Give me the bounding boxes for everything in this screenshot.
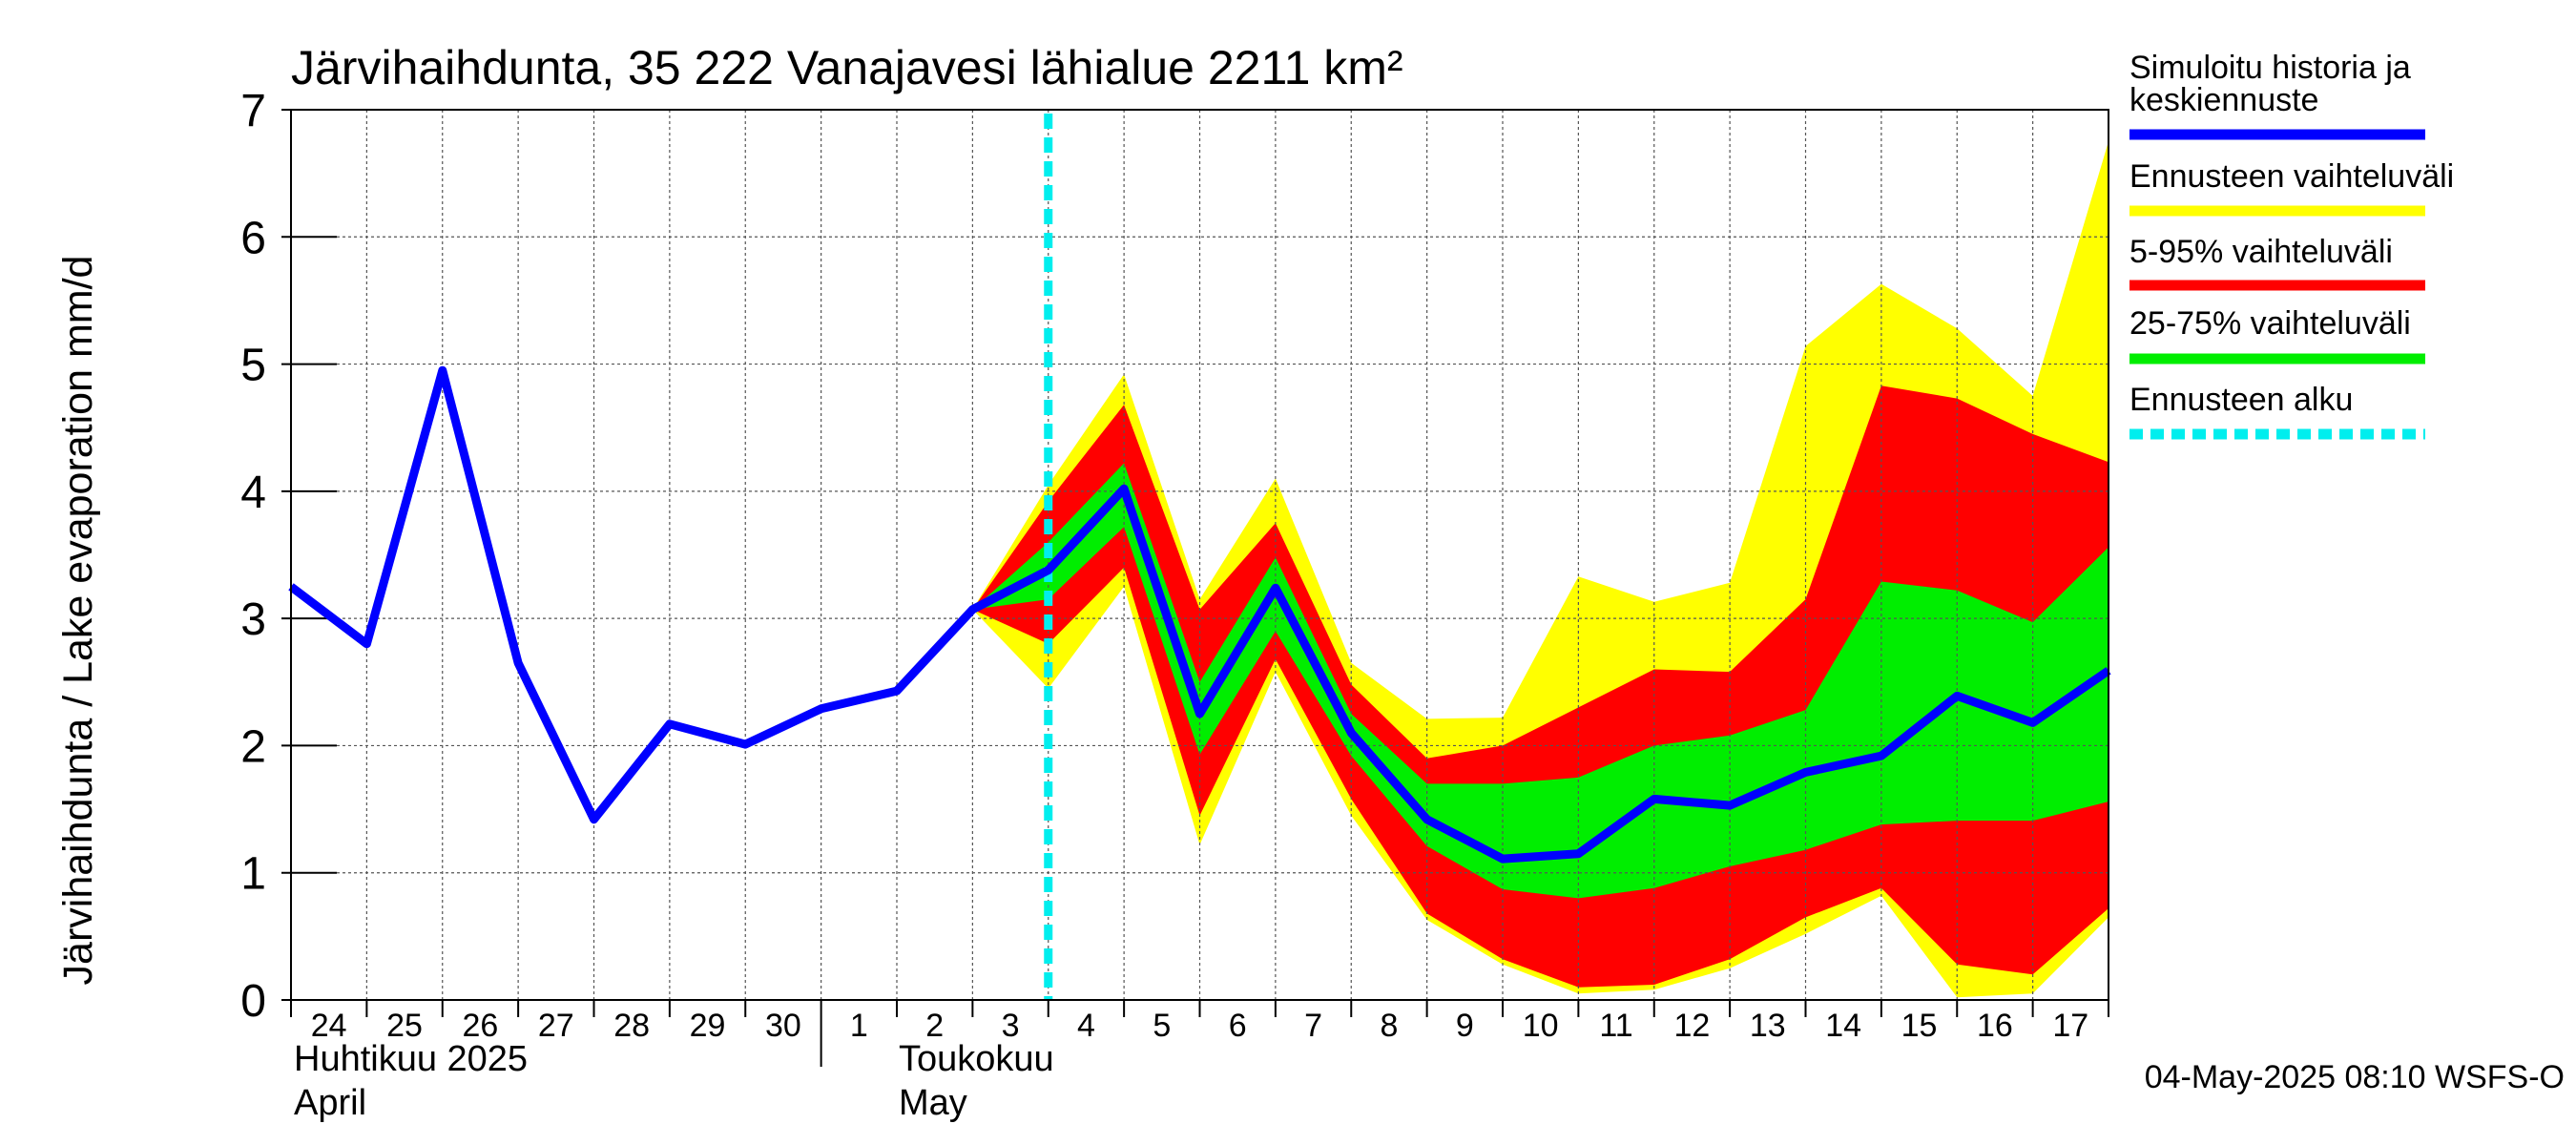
- month-label-may-en: May: [899, 1083, 967, 1123]
- month-label-april-fi: Huhtikuu 2025: [294, 1039, 528, 1079]
- y-axis: 0 1 2 3 4 5 6 7: [240, 86, 337, 1027]
- x-tick-label: 2: [925, 1008, 944, 1044]
- x-tick-label: 15: [1901, 1008, 1938, 1044]
- y-tick-label: 1: [240, 849, 266, 900]
- x-tick-label: 26: [463, 1008, 499, 1044]
- y-axis-label: Järvihaihdunta / Lake evaporation mm/d: [55, 256, 101, 986]
- legend-label: keskiennuste: [2129, 82, 2318, 118]
- legend-label: Simuloitu historia ja: [2129, 50, 2411, 86]
- x-tick-label: 30: [765, 1008, 801, 1044]
- x-tick-label: 1: [850, 1008, 868, 1044]
- x-tick-label: 14: [1825, 1008, 1861, 1044]
- x-tick-label: 5: [1153, 1008, 1171, 1044]
- y-tick-label: 5: [240, 341, 266, 391]
- plot-frame: [290, 109, 2109, 1001]
- y-tick-label: 4: [240, 468, 266, 518]
- y-tick-label: 7: [240, 86, 266, 136]
- band-3: [972, 463, 2109, 899]
- x-tick-label: 13: [1750, 1008, 1786, 1044]
- x-tick-label: 29: [690, 1008, 726, 1044]
- y-tick-label: 0: [240, 976, 266, 1027]
- forecast-bands: [972, 141, 2109, 998]
- y-tick-label: 3: [240, 594, 266, 645]
- chart-title: Järvihaihdunta, 35 222 Vanajavesi lähial…: [291, 41, 1403, 94]
- x-tick-label: 3: [1002, 1008, 1020, 1044]
- legend-label: Ennusteen vaihteluväli: [2129, 158, 2454, 195]
- legend-label: 25-75% vaihteluväli: [2129, 305, 2411, 342]
- x-tick-label: 27: [538, 1008, 574, 1044]
- footer-timestamp: 04-May-2025 08:10 WSFS-O: [2145, 1059, 2565, 1095]
- series: [288, 114, 2111, 1000]
- x-tick-label: 17: [2052, 1008, 2088, 1044]
- legend-label: 5-95% vaihteluväli: [2129, 234, 2393, 270]
- x-axis: 24 25 26 27 28 29 30 1 2 3 4 5 6 7 8 9 10 11 12 13 14 15 16 17: [290, 1000, 2109, 1067]
- x-tick-label: 4: [1077, 1008, 1095, 1044]
- month-label-april-en: April: [294, 1083, 366, 1123]
- y-tick-label: 2: [240, 721, 266, 772]
- x-tick-label: 8: [1380, 1008, 1398, 1044]
- x-tick-label: 12: [1674, 1008, 1711, 1044]
- x-tick-label: 28: [613, 1008, 650, 1044]
- x-tick-label: 6: [1229, 1008, 1247, 1044]
- x-tick-label: 7: [1304, 1008, 1322, 1044]
- month-labels: Huhtikuu 2025 April Toukokuu May: [294, 1039, 1054, 1123]
- x-tick-label: 24: [311, 1008, 347, 1044]
- history-line: [288, 365, 2111, 864]
- x-tick-label: 25: [386, 1008, 423, 1044]
- x-tick-label: 9: [1456, 1008, 1474, 1044]
- legend-label: Ennusteen alku: [2129, 382, 2353, 418]
- x-tick-label: 16: [1977, 1008, 2013, 1044]
- y-tick-label: 6: [240, 213, 266, 263]
- month-label-may-fi: Toukokuu: [899, 1039, 1054, 1079]
- x-tick-label: 10: [1523, 1008, 1559, 1044]
- x-tick-label: 11: [1599, 1008, 1632, 1044]
